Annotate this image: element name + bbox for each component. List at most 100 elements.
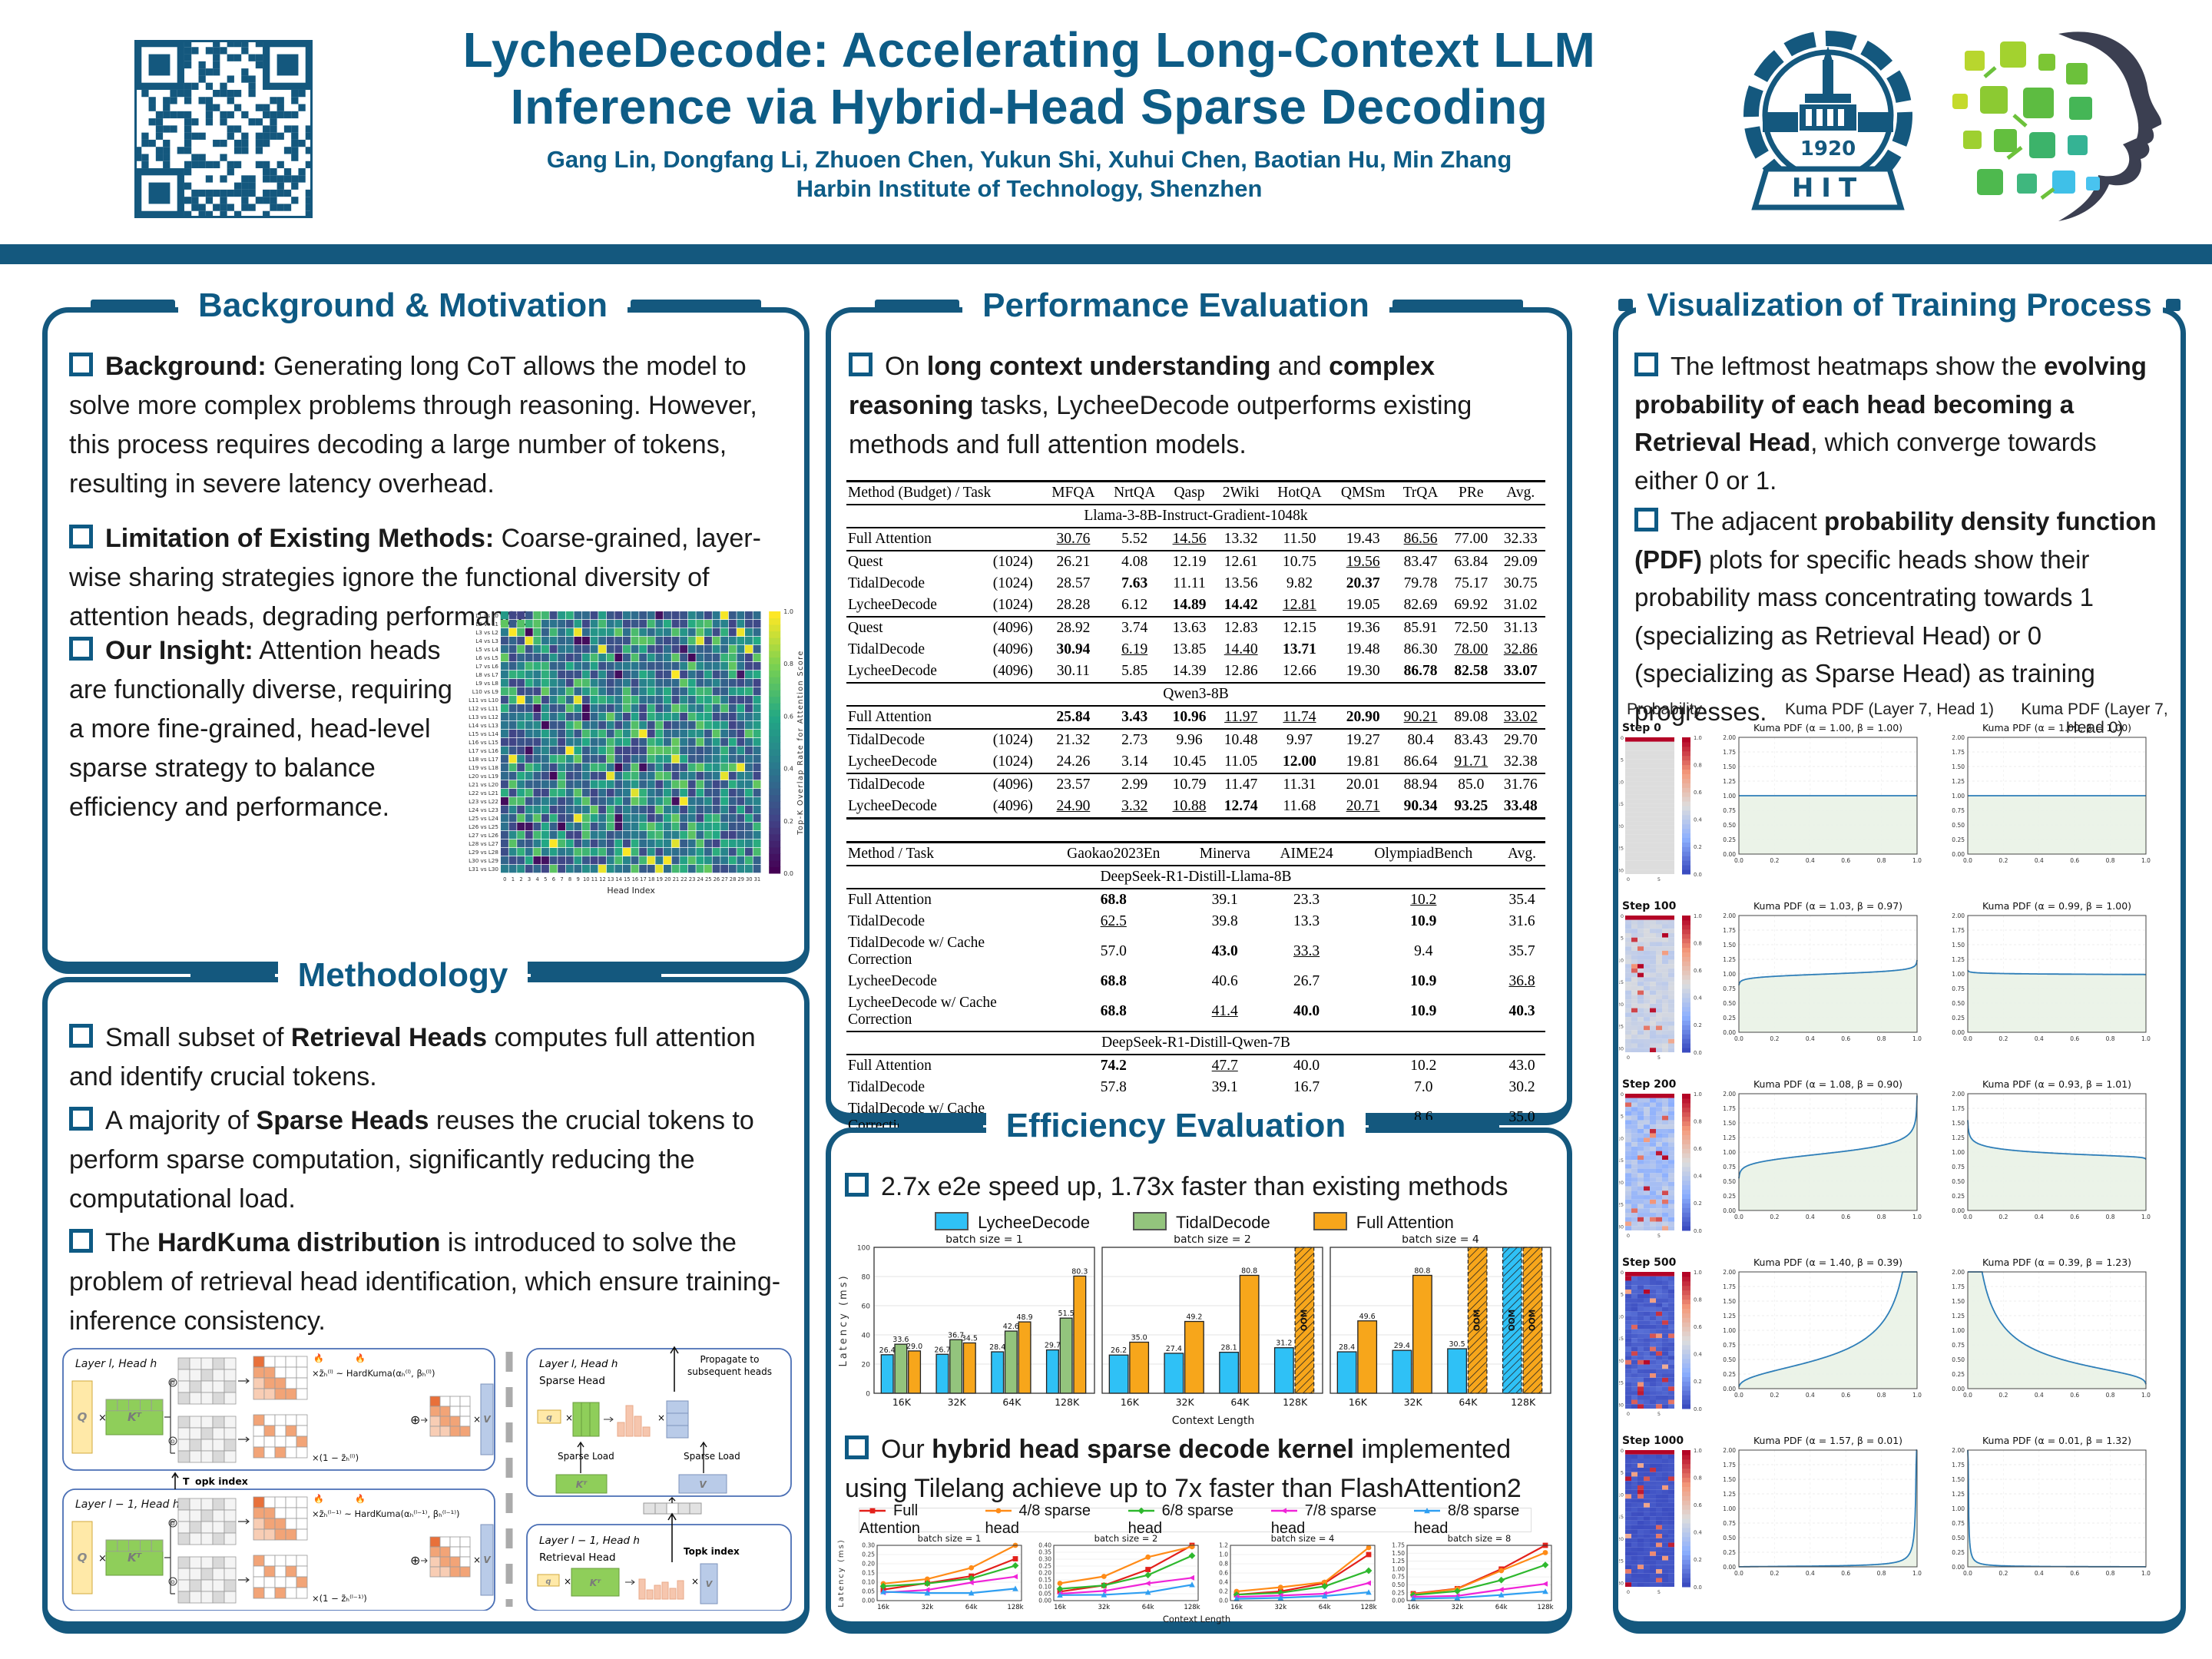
svg-text:0.00: 0.00: [1038, 1598, 1051, 1604]
section-title-methodology: Methodology: [48, 956, 804, 995]
svg-text:16: 16: [632, 876, 639, 882]
table-model-row: Llama-3-8B-Instruct-Gradient-1048k: [846, 504, 1545, 528]
svg-text:0.8: 0.8: [1694, 1475, 1702, 1481]
checkbox-icon: [69, 353, 93, 376]
svg-text:Layer l, Head h: Layer l, Head h: [75, 1358, 157, 1370]
svg-text:0.8: 0.8: [2106, 1570, 2115, 1577]
table-cell: 13.71: [1283, 641, 1316, 657]
svg-text:0.25: 0.25: [1952, 1549, 1965, 1556]
svg-text:80.3: 80.3: [1071, 1267, 1088, 1276]
svg-text:31: 31: [754, 876, 761, 882]
column-header: Minerva: [1184, 841, 1265, 866]
svg-text:0.8: 0.8: [783, 661, 793, 667]
svg-text:0.6: 0.6: [2070, 1214, 2079, 1220]
svg-text:Step 100: Step 100: [1622, 900, 1677, 912]
table-cell: 3.43: [1104, 705, 1165, 729]
svg-text:🔥: 🔥: [313, 1494, 324, 1504]
table-cell: 13.32: [1214, 527, 1268, 551]
viz-col-header-pdf2: Kuma PDF (Layer 7, Head 0): [2021, 700, 2168, 737]
svg-text:0.0: 0.0: [1694, 872, 1702, 878]
svg-text:128K: 128K: [1055, 1396, 1080, 1408]
training-step-row: Step 200051015202530051.00.80.60.40.20.0…: [1619, 1078, 2151, 1239]
svg-text:0.75: 0.75: [1723, 1164, 1736, 1171]
table-row: LycheeDecode (1024) 28.28 6.12 14.89 14.42 12.…: [846, 594, 1545, 617]
svg-text:32K: 32K: [948, 1396, 967, 1408]
table-cell: 74.2: [1041, 1054, 1185, 1077]
svg-text:0.0: 0.0: [1963, 1570, 1972, 1577]
table-cell: 14.42: [1224, 597, 1258, 613]
svg-text:80.8: 80.8: [1241, 1267, 1257, 1275]
svg-text:0.50: 0.50: [1952, 1535, 1965, 1541]
svg-text:2.00: 2.00: [1723, 1269, 1736, 1276]
table-cell: 33.48: [1495, 796, 1545, 820]
table-cell: 40.3: [1508, 1003, 1535, 1019]
svg-text:0.8: 0.8: [1219, 1561, 1228, 1568]
svg-text:1.75: 1.75: [1952, 1462, 1965, 1469]
svg-text:1.25: 1.25: [1952, 778, 1965, 785]
legend-item: Full Attention: [859, 1502, 920, 1537]
svg-text:33.6: 33.6: [892, 1336, 909, 1344]
svg-text:5: 5: [1657, 1233, 1661, 1239]
checkbox-icon: [69, 637, 93, 661]
table-cell: 85.0: [1446, 773, 1496, 796]
svg-text:Kuma PDF (α = 0.93, β = 1.01): Kuma PDF (α = 0.93, β = 1.01): [1982, 1078, 2131, 1090]
svg-text:0.4: 0.4: [783, 766, 793, 773]
svg-text:0.6: 0.6: [2070, 1392, 2079, 1399]
svg-text:L24 vs L23: L24 vs L23: [469, 806, 498, 813]
svg-text:1: 1: [512, 876, 515, 882]
authors-line: Gang Lin, Dongfang Li, Zhuoen Chen, Yuku…: [546, 146, 1512, 174]
table-cell: 11.47: [1214, 773, 1268, 796]
svg-text:L8 vs L7: L8 vs L7: [475, 671, 498, 678]
svg-text:0.8: 0.8: [1877, 1035, 1886, 1042]
table-cell: 28.92: [1041, 616, 1105, 639]
svg-text:42.6: 42.6: [1003, 1323, 1019, 1331]
svg-text:0: 0: [1621, 913, 1624, 919]
table-cell: 10.79: [1164, 773, 1214, 796]
table-row: TidalDecode (1024) 28.57 7.63 11.11 13.56 9.82…: [846, 573, 1545, 594]
svg-text:5: 5: [1621, 1470, 1624, 1476]
table-cell: 11.50: [1267, 527, 1332, 551]
table-cell: 10.96: [1164, 705, 1214, 729]
table-row: LycheeDecode (4096) 30.11 5.85 14.39 12.86 12.…: [846, 661, 1545, 683]
svg-text:64K: 64K: [1459, 1396, 1478, 1408]
svg-text:0.50: 0.50: [1952, 1356, 1965, 1363]
table-cell: 3.32: [1104, 796, 1165, 820]
svg-text:⊙: ⊙: [171, 1579, 175, 1585]
table-cell: 9.96: [1164, 728, 1214, 751]
svg-text:1.25: 1.25: [1392, 1558, 1405, 1565]
table-cell: 35.4: [1498, 888, 1545, 911]
svg-text:2.00: 2.00: [1952, 1269, 1965, 1276]
svg-text:0.75: 0.75: [1723, 807, 1736, 814]
svg-text:9: 9: [577, 876, 580, 882]
table-row: Quest (1024) 26.21 4.08 12.19 12.61 10.75 19.56…: [846, 550, 1545, 573]
svg-text:1.0: 1.0: [1694, 913, 1702, 919]
insight-bullet: Our Insight: Attention heads are functio…: [69, 636, 452, 822]
svg-text:1.0: 1.0: [1694, 1448, 1702, 1454]
svg-text:26.4: 26.4: [879, 1346, 896, 1355]
table-cell: 19.56: [1331, 550, 1395, 573]
svg-text:q: q: [545, 1578, 551, 1586]
svg-text:L11 vs L10: L11 vs L10: [469, 697, 498, 704]
table-row: TidalDecode (4096) 30.94 6.19 13.85 14.40 13.7…: [846, 639, 1545, 661]
svg-text:0.50: 0.50: [1723, 1535, 1736, 1541]
training-viz-rows: Step 0051015202530051.00.80.60.40.20.0Ku…: [1619, 722, 2175, 1613]
svg-text:49.2: 49.2: [1186, 1313, 1202, 1322]
table-cell: 69.92: [1454, 597, 1488, 613]
svg-text:0.25: 0.25: [1723, 1015, 1736, 1022]
svg-text:L19 vs L18: L19 vs L18: [469, 764, 498, 771]
table-cell: 31.02: [1503, 597, 1538, 613]
svg-text:0.4: 0.4: [1806, 1570, 1815, 1577]
svg-text:0.6: 0.6: [1694, 1502, 1702, 1508]
svg-text:0.50: 0.50: [1723, 1000, 1736, 1007]
svg-text:17: 17: [640, 876, 647, 882]
table-cell: 43.0: [1211, 943, 1238, 959]
svg-text:1.50: 1.50: [1952, 1298, 1965, 1305]
table-cell: 9.97: [1267, 728, 1332, 751]
svg-text:30: 30: [746, 876, 753, 882]
svg-text:16K: 16K: [1121, 1396, 1140, 1408]
table-cell: 32.33: [1495, 527, 1545, 551]
table-cell: 35.0: [1508, 1109, 1535, 1125]
table-cell: 13.63: [1164, 616, 1214, 639]
checkbox-icon: [69, 1107, 93, 1131]
svg-text:28.4: 28.4: [1339, 1343, 1355, 1352]
